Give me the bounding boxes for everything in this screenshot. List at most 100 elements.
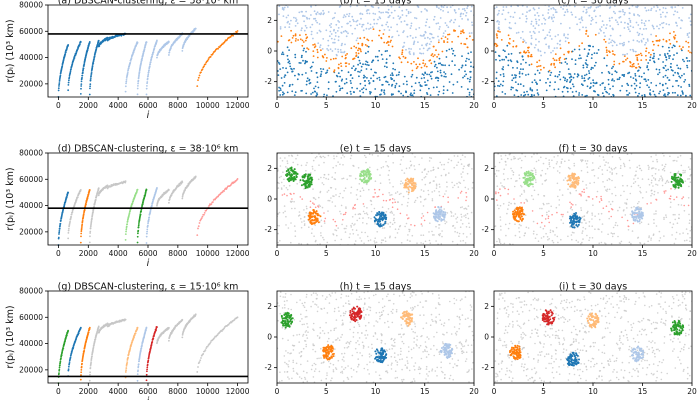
particle [517,31,520,34]
particle [356,87,358,90]
particle [640,75,643,78]
particle [286,194,288,197]
x-axis-label: i [147,110,150,121]
vortex-particle [359,175,362,178]
particle [519,83,522,86]
particle [529,55,532,58]
reachability-point [85,199,88,202]
reachability-point [223,40,226,43]
y-tick-label: 2 [484,16,489,25]
reachability-point [141,344,143,346]
particle [639,66,642,69]
particle [628,12,631,14]
particle [330,58,332,61]
particle [527,47,530,49]
particle [388,29,391,31]
particle [547,9,550,11]
particle [384,50,387,53]
y-tick-label: -2 [482,77,490,86]
particle [385,211,388,213]
particle [536,69,539,72]
particle [314,224,317,227]
particle [599,28,601,31]
vortex-particle [412,189,414,192]
particle [675,21,677,24]
particle [398,17,401,20]
reachability-point [80,87,82,90]
particle [343,82,346,85]
x-axis-label: i [147,258,150,269]
particle [499,83,502,86]
particle [536,61,538,64]
particle [359,12,362,15]
particle [415,28,417,31]
particle [293,192,295,195]
reachability-point [147,359,150,362]
particle [438,194,441,197]
particle [497,26,500,29]
particle [585,73,588,76]
particle [291,83,294,86]
particle [444,64,446,67]
particle [340,51,342,53]
particle [426,73,428,76]
particle [683,60,685,63]
particle [664,95,667,97]
particle [409,11,412,14]
reachability-point [136,326,139,329]
particle [372,80,375,83]
particle [530,23,533,25]
particle [283,178,285,181]
reachability-point [144,46,146,49]
particle [420,85,423,87]
reachability-point [145,87,148,90]
particle [396,232,399,234]
particle [298,73,300,76]
particle [298,11,301,14]
particle [470,61,472,64]
particle [367,39,370,42]
particle [342,154,344,156]
particle [311,165,314,168]
particle [668,46,670,49]
particle [621,85,623,87]
particle [618,76,621,79]
particle [337,27,340,29]
reachability-point [142,202,144,204]
particle [372,12,375,15]
panel-title: (a) DBSCAN-clustering, ε = 58·10⁶ km [58,0,239,7]
particle [556,75,559,78]
particle [672,74,675,77]
reachability-point [67,329,70,332]
particle [326,191,329,193]
particle [655,68,658,71]
particle [418,27,421,29]
particle [294,17,297,19]
particle [498,28,501,31]
particle [571,83,574,86]
particle [317,178,320,181]
particle [356,37,359,40]
particle [407,12,410,15]
particle [378,76,381,79]
particle [495,71,498,74]
particle [385,160,387,163]
particle [391,45,394,48]
vortex-particle [307,173,310,176]
reachability-point [218,46,221,49]
particle [421,44,423,47]
particle [445,75,447,78]
particle [397,73,400,76]
particle [299,62,302,64]
reachability-point [80,368,83,371]
particle [417,5,420,8]
particle [405,222,408,225]
particle [457,197,460,199]
particle [573,48,576,51]
particle [522,68,524,71]
particle [528,64,531,66]
particle [377,155,379,157]
particle [289,62,291,65]
particle [666,76,669,79]
reachability-point [200,217,203,220]
